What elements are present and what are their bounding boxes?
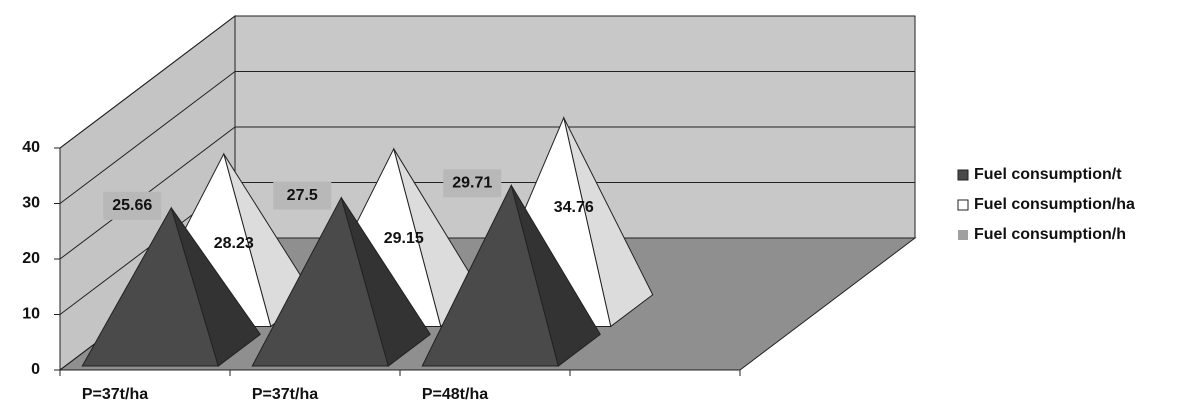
- legend-swatch: [957, 199, 969, 211]
- pyramid-front: [81, 206, 219, 367]
- value-label-box: [443, 169, 502, 198]
- y-tick-label: 0: [31, 361, 40, 378]
- legend-label: Fuel consumption/ha: [974, 196, 1135, 213]
- value-label-box: [273, 181, 332, 210]
- x-tick-label: P=48t/ha: [422, 386, 488, 403]
- x-tick-label: P=37t/ha: [82, 386, 148, 403]
- value-label: 25.66: [112, 197, 152, 214]
- value-label: 29.71: [452, 175, 492, 192]
- value-label-box: [103, 191, 162, 220]
- y-tick-label: 30: [22, 195, 40, 212]
- value-label: 28.23: [214, 235, 254, 252]
- legend-swatch: [957, 169, 969, 181]
- value-label: 29.15: [384, 230, 424, 247]
- y-tick-label: 40: [22, 139, 40, 156]
- value-label: 27.5: [287, 187, 318, 204]
- y-tick-label: 10: [22, 306, 40, 323]
- x-tick-label: P=37t/ha: [252, 386, 318, 403]
- pyramid-front: [251, 196, 389, 367]
- pyramid-front: [421, 183, 559, 367]
- legend-label: Fuel consumption/h: [974, 226, 1126, 243]
- value-label: 34.76: [554, 199, 594, 216]
- legend-swatch: [958, 230, 968, 240]
- grid-line: [59, 15, 236, 149]
- legend-label: Fuel consumption/t: [974, 166, 1122, 183]
- y-tick-label: 20: [22, 250, 40, 267]
- grid-line: [59, 71, 236, 204]
